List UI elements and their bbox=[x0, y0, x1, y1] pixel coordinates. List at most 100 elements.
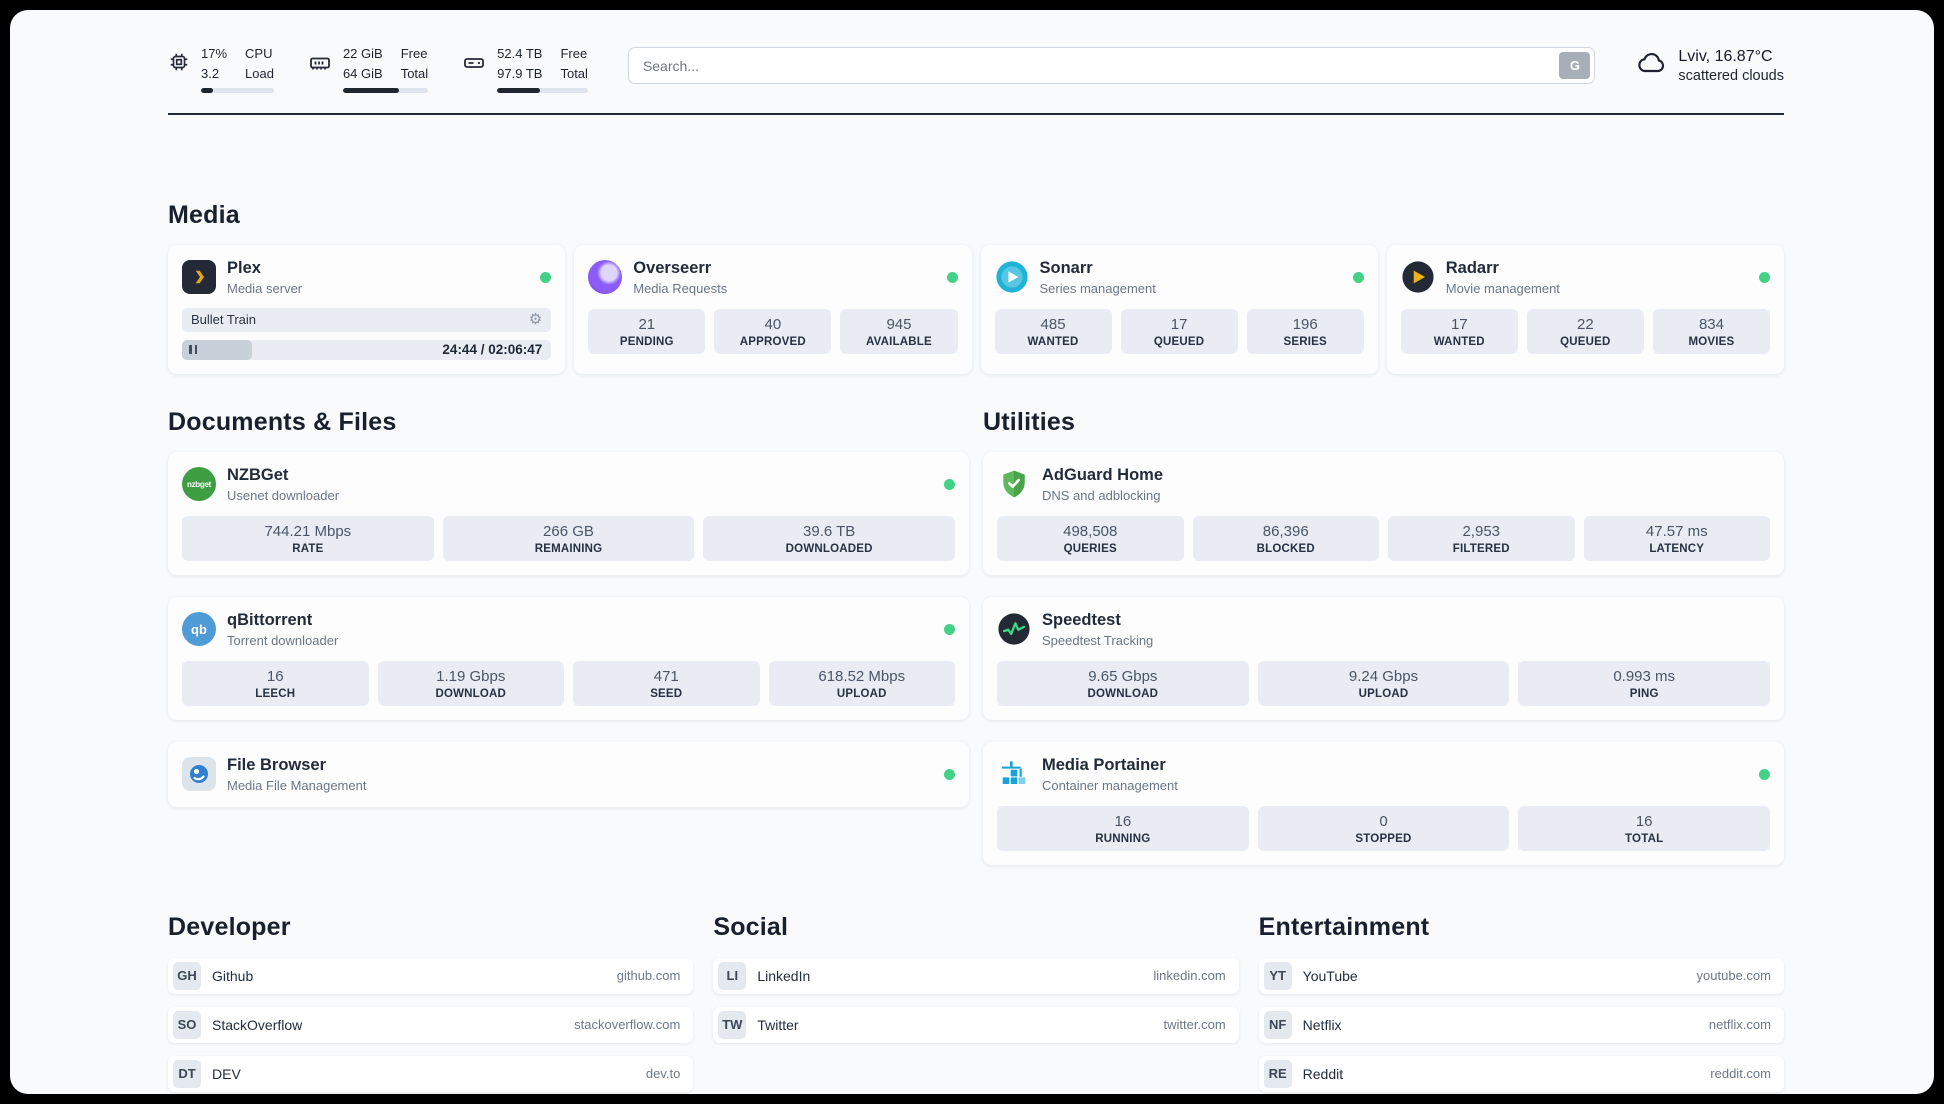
documents-heading: Documents & Files bbox=[168, 407, 397, 436]
stat-total: 16 TOTAL bbox=[1518, 805, 1770, 851]
status-dot bbox=[944, 768, 955, 780]
portainer-card[interactable]: Media Portainer Container management 16 R… bbox=[983, 741, 1784, 865]
ram-total-value: 64 GiB bbox=[342, 65, 383, 81]
bookmark-abbr: SO bbox=[173, 1010, 201, 1039]
bookmark-twitter[interactable]: TW Twitter twitter.com bbox=[713, 1006, 1239, 1043]
ram-free-label: Free bbox=[400, 46, 428, 61]
bookmark-reddit[interactable]: RE Reddit reddit.com bbox=[1258, 1055, 1784, 1092]
stat-queued: 22 QUEUED bbox=[1526, 308, 1644, 354]
cpu-load-label: Load bbox=[245, 65, 274, 81]
overseerr-card[interactable]: Overseerr Media Requests 21 PENDING 40 APP… bbox=[574, 245, 972, 374]
bookmark-github[interactable]: GH Github github.com bbox=[168, 957, 694, 994]
service-subtitle: DNS and adblocking bbox=[1042, 487, 1161, 503]
bookmark-linkedin[interactable]: LI LinkedIn linkedin.com bbox=[713, 957, 1239, 994]
bookmark-name: Twitter bbox=[757, 1016, 799, 1033]
bookmark-abbr: DT bbox=[173, 1059, 201, 1088]
service-name: File Browser bbox=[227, 755, 327, 774]
bookmark-youtube[interactable]: YT YouTube youtube.com bbox=[1258, 957, 1784, 994]
radarr-card[interactable]: Radarr Movie management 17 WANTED 22 QUEUE… bbox=[1386, 245, 1784, 374]
bookmark-name: Github bbox=[212, 967, 254, 984]
filebrowser-card[interactable]: File Browser Media File Management bbox=[168, 741, 969, 807]
plex-card[interactable]: Plex Media server Bullet Train ⚙ 24:44 /… bbox=[168, 245, 566, 374]
status-dot bbox=[1759, 768, 1770, 780]
stat-blocked: 86,396 BLOCKED bbox=[1192, 515, 1379, 561]
bookmark-name: Netflix bbox=[1302, 1016, 1342, 1033]
hard-drive-icon bbox=[462, 51, 486, 80]
developer-heading: Developer bbox=[168, 912, 291, 941]
bookmark-domain: linkedin.com bbox=[1153, 968, 1226, 984]
nzbget-icon: nzbget bbox=[182, 467, 216, 502]
bookmark-stackoverflow[interactable]: SO StackOverflow stackoverflow.com bbox=[168, 1006, 694, 1043]
stat-downloaded: 39.6 TB DOWNLOADED bbox=[703, 515, 955, 561]
bookmark-domain: stackoverflow.com bbox=[574, 1017, 681, 1033]
bookmark-domain: netflix.com bbox=[1708, 1017, 1771, 1033]
qbittorrent-card[interactable]: qb qBittorrent Torrent downloader 16 LEEC… bbox=[168, 596, 969, 720]
documents-section: Documents & Files nzbget NZBGet Usenet d… bbox=[168, 408, 969, 865]
pause-button[interactable] bbox=[182, 339, 253, 360]
disk-progress-fill bbox=[497, 88, 540, 93]
bookmark-dev[interactable]: DT DEV dev.to bbox=[168, 1055, 694, 1092]
service-subtitle: Container management bbox=[1042, 777, 1178, 793]
cloud-icon bbox=[1635, 47, 1667, 84]
search-engine-button[interactable]: G bbox=[1559, 52, 1591, 79]
bookmark-name: Reddit bbox=[1302, 1065, 1344, 1082]
ram-free-value: 22 GiB bbox=[342, 46, 383, 61]
cpu-usage-value: 17% bbox=[201, 46, 228, 61]
utilities-heading: Utilities bbox=[983, 407, 1076, 436]
playback-seek-bar[interactable]: 24:44 / 02:06:47 bbox=[182, 339, 552, 360]
sonarr-card[interactable]: Sonarr Series management 485 WANTED 17 QUE… bbox=[980, 245, 1378, 374]
status-dot bbox=[1759, 271, 1770, 283]
now-playing-row: Bullet Train ⚙ bbox=[182, 307, 552, 332]
stat-wanted: 17 WANTED bbox=[1400, 308, 1518, 354]
bookmark-domain: reddit.com bbox=[1710, 1066, 1771, 1082]
service-name: Media Portainer bbox=[1042, 755, 1166, 774]
stat-filtered: 2,953 FILTERED bbox=[1388, 515, 1575, 561]
cpu-progress-bar bbox=[201, 88, 274, 93]
bookmarks-developer: Developer GH Github github.com SO StackO… bbox=[168, 912, 694, 1092]
service-subtitle: Torrent downloader bbox=[227, 632, 339, 648]
stat-latency: 47.57 ms LATENCY bbox=[1583, 515, 1770, 561]
weather-condition: scattered clouds bbox=[1678, 68, 1784, 85]
bookmark-abbr: GH bbox=[173, 961, 201, 990]
social-heading: Social bbox=[713, 912, 789, 941]
entertainment-heading: Entertainment bbox=[1258, 912, 1430, 941]
cpu-chip-icon bbox=[168, 51, 190, 78]
adguard-card[interactable]: AdGuard Home DNS and adblocking 498,508 Q… bbox=[983, 451, 1784, 575]
disk-free-label: Free bbox=[560, 46, 588, 61]
status-dot bbox=[944, 478, 955, 490]
speedtest-card[interactable]: Speedtest Speedtest Tracking 9.65 Gbps DO… bbox=[983, 596, 1784, 720]
stat-queries: 498,508 QUERIES bbox=[997, 515, 1184, 561]
bookmark-netflix[interactable]: NF Netflix netflix.com bbox=[1258, 1006, 1784, 1043]
bookmark-abbr: RE bbox=[1263, 1059, 1292, 1088]
stat-upload: 9.24 Gbps UPLOAD bbox=[1257, 660, 1510, 706]
top-bar: 17% 3.2 CPU Load bbox=[168, 44, 1784, 93]
plex-icon bbox=[182, 260, 216, 295]
bookmark-abbr: LI bbox=[718, 961, 747, 990]
memory-icon bbox=[308, 51, 332, 80]
ram-widget: 22 GiB 64 GiB Free Total bbox=[308, 44, 429, 93]
sonarr-icon bbox=[995, 260, 1029, 294]
stat-stopped: 0 STOPPED bbox=[1257, 805, 1510, 851]
service-subtitle: Media Requests bbox=[633, 280, 728, 296]
disk-total-value: 97.9 TB bbox=[497, 65, 543, 81]
media-heading: Media bbox=[168, 201, 240, 229]
stat-queued: 17 QUEUED bbox=[1120, 308, 1238, 354]
bookmarks-entertainment: Entertainment YT YouTube youtube.com NF … bbox=[1258, 912, 1784, 1092]
disk-total-label: Total bbox=[560, 65, 588, 81]
service-name: Overseerr bbox=[633, 259, 712, 277]
stat-approved: 40 APPROVED bbox=[714, 308, 832, 354]
overseerr-icon bbox=[588, 260, 623, 295]
playback-time: 24:44 / 02:06:47 bbox=[442, 342, 543, 358]
stat-leech: 16 LEECH bbox=[182, 660, 369, 706]
weather-widget[interactable]: Lviv, 16.87°C scattered clouds bbox=[1635, 46, 1784, 84]
stat-pending: 21 PENDING bbox=[588, 308, 706, 354]
gear-icon[interactable]: ⚙ bbox=[528, 311, 543, 329]
ram-progress-fill bbox=[342, 88, 400, 93]
qbittorrent-icon: qb bbox=[182, 612, 216, 647]
search-input[interactable] bbox=[627, 47, 1596, 84]
bookmark-name: DEV bbox=[212, 1065, 241, 1082]
service-subtitle: Media File Management bbox=[227, 777, 367, 793]
stat-seed: 471 SEED bbox=[573, 660, 760, 706]
nzbget-card[interactable]: nzbget NZBGet Usenet downloader 744.21 M… bbox=[168, 451, 969, 575]
adguard-shield-icon bbox=[997, 467, 1031, 501]
